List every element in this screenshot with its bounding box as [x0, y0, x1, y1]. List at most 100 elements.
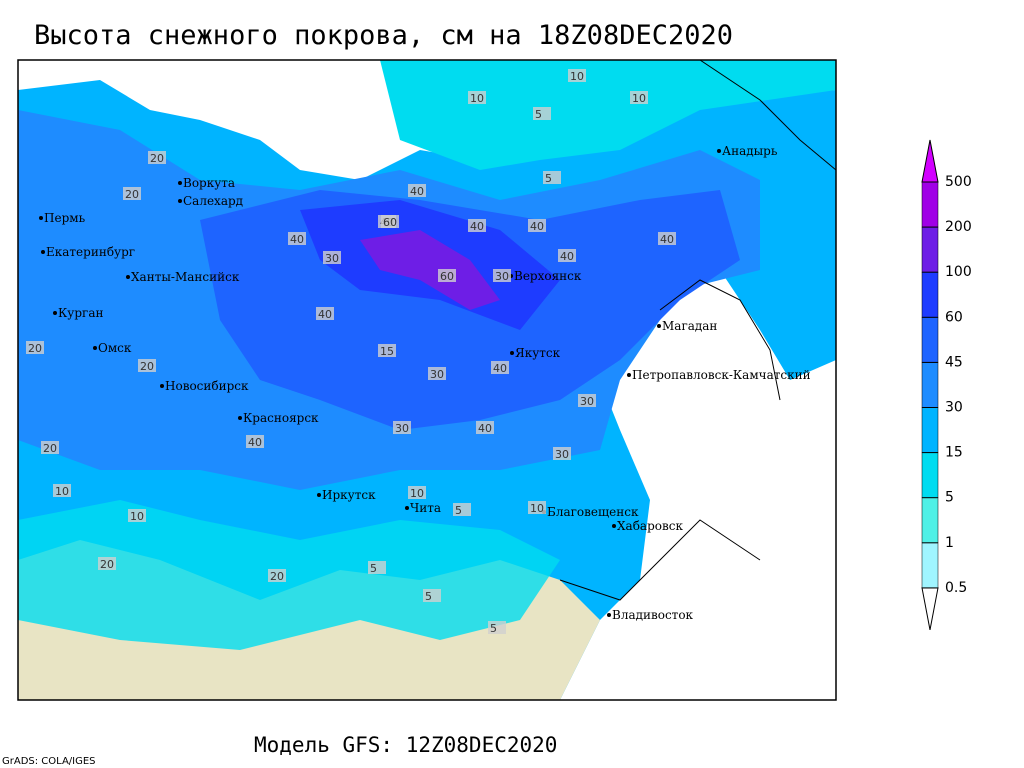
city-label: Хабаровск: [617, 519, 683, 533]
city-label: Магадан: [662, 319, 717, 333]
colorbar-label: 500: [945, 174, 972, 190]
colorbar-label: 200: [945, 219, 972, 235]
contour-label-bg: [493, 269, 511, 282]
contour-label: 5: [545, 172, 552, 185]
contour-label-bg: [533, 107, 551, 120]
contour-label-bg: [578, 394, 596, 407]
contour-label: 5: [370, 562, 377, 575]
city-label: Владивосток: [612, 608, 694, 622]
contour-label: 5: [425, 590, 432, 603]
contour-label: 15: [380, 345, 394, 358]
city-dot: [717, 149, 721, 153]
colorbar-label: 1: [945, 535, 954, 551]
city-dot: [178, 181, 182, 185]
contour-label-bg: [528, 501, 546, 514]
city-label: Якутск: [515, 346, 561, 360]
city-dot: [238, 416, 242, 420]
city-label: Благовещенск: [547, 505, 639, 519]
contour-label-bg: [246, 435, 264, 448]
city-dot: [657, 324, 661, 328]
contour-label: 20: [43, 442, 57, 455]
colorbar-label: 45: [945, 354, 963, 370]
contour-label: 30: [430, 368, 444, 381]
colorbar-segment: [921, 542, 939, 589]
contour-label-bg: [138, 359, 156, 372]
contour-label: 40: [493, 362, 507, 375]
colorbar-triangle: [921, 139, 939, 183]
contour-label: 30: [555, 448, 569, 461]
contour-label: 40: [470, 220, 484, 233]
contour-label-bg: [393, 421, 411, 434]
contour-label-bg: [476, 421, 494, 434]
title: Высота снежного покрова, см на 18Z08DEC2…: [34, 20, 733, 51]
city-label: Курган: [58, 306, 103, 320]
city-label: Красноярск: [243, 411, 319, 425]
colorbar-segment: [921, 271, 939, 318]
contour-label: 20: [270, 570, 284, 583]
contour-label-bg: [41, 441, 59, 454]
city-dot: [126, 275, 130, 279]
contour-label: 40: [530, 220, 544, 233]
city-label: Омск: [98, 341, 132, 355]
contour-label: 10: [570, 70, 584, 83]
colorbar-segment: [921, 226, 939, 273]
contour-label-bg: [468, 219, 486, 232]
colorbar-segment: [921, 317, 939, 363]
contour-label-bg: [288, 232, 306, 245]
city-label: Петропавловск-Камчатский: [632, 368, 811, 382]
credit: GrADS: COLA/IGES: [2, 756, 96, 767]
contour-label-bg: [558, 249, 576, 262]
colorbar-triangle: [921, 587, 939, 630]
colorbar-label: 15: [945, 445, 963, 461]
contour-label: 30: [325, 252, 339, 265]
contour-label: 40: [660, 233, 674, 246]
contour-label: 5: [455, 504, 462, 517]
contour-label: 40: [318, 308, 332, 321]
city-dot: [93, 346, 97, 350]
colorbar-segment: [921, 181, 939, 228]
contour-label-bg: [528, 219, 546, 232]
colorbar-label: 30: [945, 400, 963, 416]
city-label: Воркута: [183, 176, 235, 190]
contour-label-bg: [488, 621, 506, 634]
contour-label: 5: [535, 108, 542, 121]
contour-label-bg: [123, 187, 141, 200]
city-dot: [39, 216, 43, 220]
contour-label-bg: [381, 215, 399, 228]
contour-label: 60: [383, 216, 397, 229]
contour-label: 20: [150, 152, 164, 165]
city-dot: [405, 506, 409, 510]
city-dot: [53, 311, 57, 315]
contour-label: 40: [290, 233, 304, 246]
contour-label: 10: [130, 510, 144, 523]
model-label: Модель GFS: 12Z08DEC2020: [254, 733, 557, 757]
city-dot: [510, 351, 514, 355]
city-dot: [612, 524, 616, 528]
colorbar-label: 0.5: [945, 580, 967, 596]
map: [17, 59, 837, 701]
contour-label: 60: [440, 270, 454, 283]
city-label: Чита: [410, 501, 441, 515]
contour-label: 20: [125, 188, 139, 201]
colorbar-segment: [921, 407, 939, 453]
contour-label: 30: [395, 422, 409, 435]
city-label: Анадырь: [722, 144, 778, 158]
contour-label: 40: [478, 422, 492, 435]
contour-label-bg: [368, 561, 386, 574]
contour-label-bg: [148, 151, 166, 164]
city-dot: [178, 199, 182, 203]
city-label: Ханты-Мансийск: [131, 270, 240, 284]
contour-label: 20: [140, 360, 154, 373]
contour-label: 10: [410, 487, 424, 500]
contour-label-bg: [428, 367, 446, 380]
contour-label-bg: [26, 341, 44, 354]
contour-label: 10: [55, 485, 69, 498]
city-dot: [41, 250, 45, 254]
contour-label-bg: [553, 447, 571, 460]
contour-label-bg: [453, 503, 471, 516]
contour-label-bg: [658, 232, 676, 245]
contour-label-bg: [630, 91, 648, 104]
contour-label-bg: [423, 589, 441, 602]
